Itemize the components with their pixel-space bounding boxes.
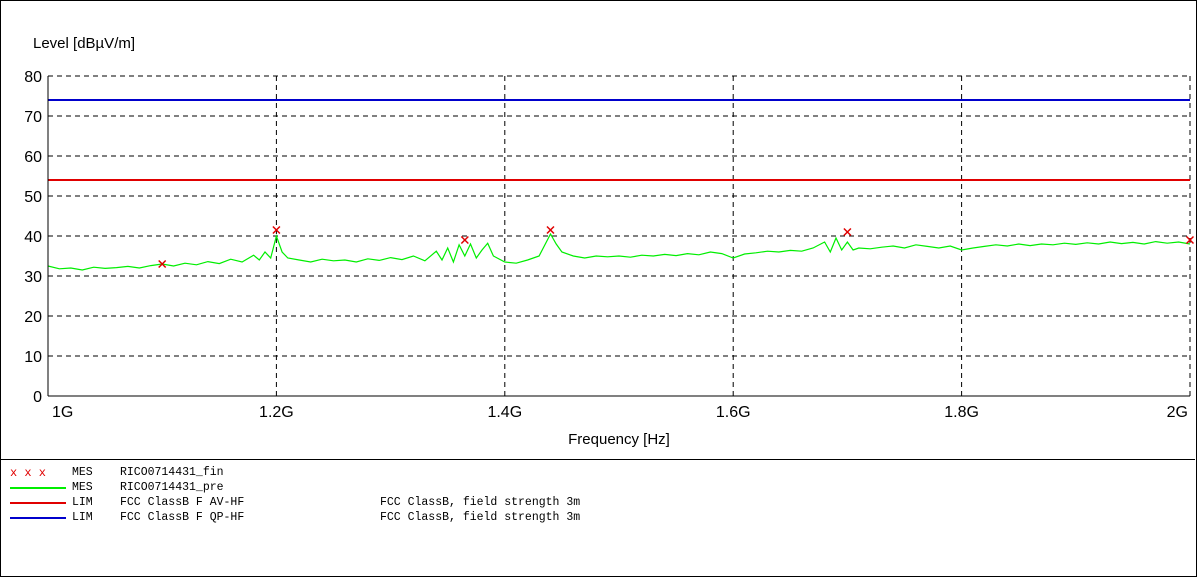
final-marker-2-b	[460, 235, 469, 245]
final-marker-0	[158, 259, 167, 269]
y-axis-label: Level [dBµV/m]	[33, 35, 135, 52]
final-marker-0-b	[158, 259, 167, 269]
final-marker-5-b	[1185, 235, 1195, 245]
pre-scan-trace	[47, 232, 1191, 271]
legend: x x x MES RICO0714431_fin MES RICO0714431_pr…	[0, 459, 1195, 576]
final-markers	[158, 225, 1195, 269]
legend-description: FCC ClassB, field strength 3m	[380, 511, 581, 524]
final-marker-4-b	[843, 227, 852, 237]
final-marker-3	[546, 225, 555, 235]
final-marker-3-b	[546, 225, 555, 235]
legend-line	[10, 502, 66, 504]
x-tick-label-1.8G: 1.8G	[944, 404, 979, 421]
final-marker-1-b	[272, 225, 281, 235]
limit-lines	[48, 99, 1190, 181]
y-tick-labels: 0 10 20 30 40 50 60 70 80	[24, 69, 42, 406]
pre-scan-line	[47, 232, 1191, 271]
y-tick-label-40: 40	[24, 229, 42, 246]
legend-swatch	[10, 481, 66, 496]
legend-swatch	[10, 511, 66, 526]
y-tick-label-80: 80	[24, 69, 42, 86]
y-tick-label-50: 50	[24, 189, 42, 206]
legend-line	[10, 517, 66, 519]
legend-type: LIM	[72, 511, 93, 524]
final-marker-5	[1185, 235, 1195, 245]
y-tick-label-60: 60	[24, 149, 42, 166]
legend-description: FCC ClassB, field strength 3m	[380, 496, 581, 509]
final-marker-4	[843, 227, 852, 237]
legend-swatch	[10, 496, 66, 511]
x-tick-labels: 1G 1.2G 1.4G 1.6G 1.8G 2G	[52, 404, 1188, 421]
final-marker-2	[460, 235, 469, 245]
y-tick-label-10: 10	[24, 349, 42, 366]
legend-name: RICO0714431_pre	[120, 481, 224, 494]
y-tick-label-70: 70	[24, 109, 42, 126]
final-marker-1	[272, 225, 281, 235]
y-tick-label-30: 30	[24, 269, 42, 286]
legend-name: FCC ClassB F QP-HF	[120, 511, 245, 524]
legend-line	[10, 487, 66, 489]
y-tick-label-0: 0	[33, 389, 42, 406]
legend-type: MES	[72, 481, 93, 494]
legend-type: MES	[72, 466, 93, 479]
x-tick-label-2G: 2G	[1167, 404, 1188, 421]
grid	[48, 75, 1191, 396]
y-tick-label-20: 20	[24, 309, 42, 326]
x-tick-label-1.6G: 1.6G	[716, 404, 751, 421]
x-tick-label-1.2G: 1.2G	[259, 404, 294, 421]
x-tick-label-1G: 1G	[52, 404, 73, 421]
legend-swatch: x x x	[10, 466, 47, 480]
axes	[47, 76, 1190, 397]
legend-name: FCC ClassB F AV-HF	[120, 496, 245, 509]
x-tick-label-1.4G: 1.4G	[487, 404, 522, 421]
legend-name: RICO0714431_fin	[120, 466, 224, 479]
legend-type: LIM	[72, 496, 93, 509]
x-axis-label: Frequency [Hz]	[568, 431, 670, 448]
